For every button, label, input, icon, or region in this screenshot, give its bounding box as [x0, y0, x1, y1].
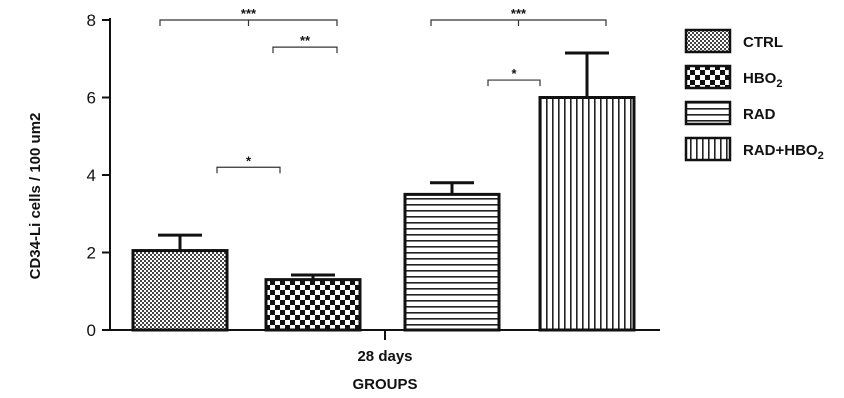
legend-label-subscript: 2 [818, 150, 824, 162]
legend-label: CTRL [743, 34, 783, 51]
significance-label: ** [300, 33, 311, 48]
legend-label-subscript: 2 [776, 78, 782, 90]
bars [131, 96, 636, 332]
legend-label: HBO2 [743, 70, 782, 90]
significance-bracket [272, 46, 338, 54]
significance-bracket [216, 166, 281, 174]
y-axis-ticks: 0 2 4 6 8 [87, 11, 110, 340]
significance-label: * [511, 66, 517, 81]
y-tick-label: 6 [87, 89, 96, 108]
error-bars [158, 51, 609, 280]
bar-hbo [264, 278, 362, 332]
significance-label: *** [511, 6, 527, 21]
legend-swatch [684, 28, 732, 54]
legend-label-name: HBO [743, 70, 777, 87]
significance-label: *** [241, 6, 257, 21]
legend-label-name: RAD [743, 106, 776, 123]
bar-ctrl [131, 249, 229, 332]
significance-label: * [246, 153, 252, 168]
significance-bracket [487, 79, 541, 87]
legend-swatch [684, 136, 732, 162]
bar-rad [403, 192, 501, 332]
legend-label: RAD+HBO2 [743, 142, 824, 162]
x-category-label: 28 days [357, 348, 412, 365]
legend-label-name: RAD+HBO [743, 142, 818, 159]
x-axis-label: GROUPS [352, 376, 417, 393]
legend-label: RAD [743, 106, 776, 123]
legend-swatch [684, 64, 732, 90]
significance-brackets: ********** [159, 6, 607, 174]
y-axis-label: CD34-Li cells / 100 um2 [27, 113, 44, 280]
legend-swatch [684, 100, 732, 126]
y-tick-label: 2 [87, 244, 96, 263]
bar-rad-hbo [538, 96, 636, 332]
y-tick-label: 4 [87, 166, 96, 185]
y-tick-label: 0 [87, 321, 96, 340]
legend-label-name: CTRL [743, 34, 783, 51]
y-tick-label: 8 [87, 11, 96, 30]
